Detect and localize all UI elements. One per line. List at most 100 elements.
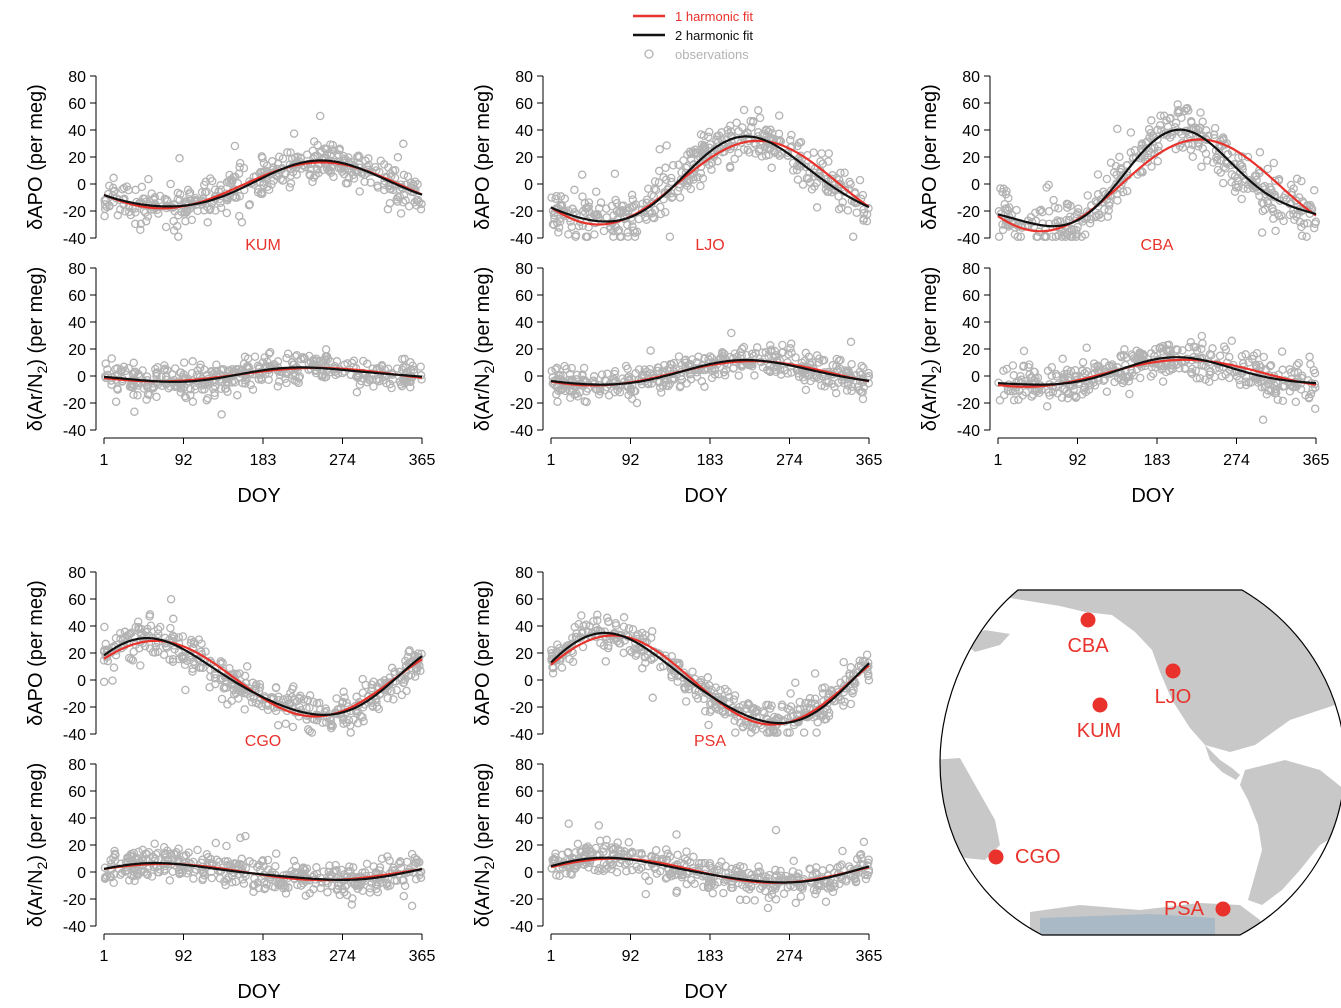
y-tick-label: 80 xyxy=(515,261,533,278)
observation-point xyxy=(645,364,654,374)
observation-point xyxy=(1164,340,1174,350)
y-tick-label: 80 xyxy=(68,69,86,86)
y-axis-title: δAPO (per meg) xyxy=(472,84,494,230)
observation-point xyxy=(552,191,561,201)
map-site-label: CBA xyxy=(1067,635,1109,657)
observation-point xyxy=(216,198,225,208)
observation-point xyxy=(362,859,372,869)
observation-point xyxy=(1311,217,1321,226)
y-tick-label: 60 xyxy=(515,592,533,609)
two-harmonic-fit-line xyxy=(550,358,870,386)
observation-point xyxy=(207,176,217,186)
observation-point xyxy=(385,379,395,389)
site-marker xyxy=(1092,697,1108,713)
observation-point xyxy=(840,168,849,177)
observation-point xyxy=(129,358,138,368)
observation-point xyxy=(283,349,293,358)
y-axis-title: δ(Ar/N2) (per meg) xyxy=(25,763,50,928)
observation-point xyxy=(385,184,394,194)
observation-point xyxy=(572,370,582,380)
observation-point xyxy=(840,366,849,375)
observation-point xyxy=(683,181,692,191)
observation-point xyxy=(708,888,718,898)
observation-point xyxy=(1044,180,1053,190)
observation-point xyxy=(590,230,599,239)
observation-point xyxy=(1156,111,1165,120)
observation-point xyxy=(108,676,117,685)
observation-point xyxy=(707,165,716,174)
observation-point xyxy=(205,205,215,215)
observation-point xyxy=(127,852,137,862)
observation-point xyxy=(836,168,845,178)
observation-point xyxy=(1004,206,1013,215)
observation-point xyxy=(324,166,333,176)
observation-point xyxy=(818,689,828,698)
observation-point xyxy=(611,618,620,628)
observation-point xyxy=(597,370,607,379)
observation-point xyxy=(399,678,409,687)
observation-point xyxy=(392,685,401,695)
observation-point xyxy=(153,867,163,877)
observation-point xyxy=(659,661,668,671)
observation-point xyxy=(1072,209,1082,219)
observation-point xyxy=(1146,128,1155,138)
legend-item: observations xyxy=(644,47,749,62)
observation-point xyxy=(1103,212,1113,221)
observation-point xyxy=(1078,357,1088,367)
observation-point xyxy=(151,642,161,652)
map-body xyxy=(940,590,1341,935)
observation-point xyxy=(1177,113,1186,123)
observation-point xyxy=(234,365,243,374)
observation-point xyxy=(689,175,698,184)
y-tick-label: 0 xyxy=(524,673,533,690)
observation-point xyxy=(148,384,158,393)
observation-point xyxy=(731,728,740,737)
observation-point xyxy=(821,897,831,907)
y-tick-label: 80 xyxy=(515,69,533,86)
y-tick-label: 60 xyxy=(68,288,86,305)
observation-point xyxy=(264,349,274,359)
observation-point xyxy=(573,839,583,849)
observation-point xyxy=(659,173,668,182)
observation-point xyxy=(750,896,759,905)
observation-point xyxy=(1248,180,1258,189)
observation-point xyxy=(273,357,283,366)
observation-point xyxy=(286,148,295,157)
observation-point xyxy=(415,870,425,880)
y-tick-label: -20 xyxy=(957,204,980,221)
observation-point xyxy=(1144,125,1154,134)
observation-point xyxy=(648,693,657,703)
observation-point xyxy=(567,222,577,231)
observations xyxy=(100,831,426,911)
observation-point xyxy=(126,654,136,664)
observation-point xyxy=(199,180,209,190)
observation-point xyxy=(794,369,803,378)
observation-point xyxy=(1291,397,1301,407)
observation-point xyxy=(136,219,146,229)
x-tick-label: 1 xyxy=(994,452,1003,469)
observation-point xyxy=(791,898,801,908)
observation-point xyxy=(700,707,710,716)
observation-point xyxy=(590,865,599,875)
observation-point xyxy=(338,698,347,708)
observation-point xyxy=(1080,230,1090,239)
observation-point xyxy=(839,657,848,667)
observation-point xyxy=(246,380,255,390)
y-axis-title-subscript: 2 xyxy=(481,861,497,869)
observation-point xyxy=(109,173,118,183)
observation-point xyxy=(195,663,204,673)
observation-point xyxy=(181,685,190,695)
observation-point xyxy=(1235,375,1244,385)
observation-point xyxy=(1082,343,1091,352)
y-tick-label: 0 xyxy=(77,177,86,194)
observation-point xyxy=(1279,193,1288,203)
observation-point xyxy=(305,726,314,736)
observation-point xyxy=(131,622,141,632)
observation-point xyxy=(682,879,692,889)
observation-point xyxy=(166,623,175,633)
observation-point xyxy=(136,225,145,235)
observation-point xyxy=(839,701,848,710)
observation-point xyxy=(1239,170,1248,180)
observation-point xyxy=(753,106,763,115)
